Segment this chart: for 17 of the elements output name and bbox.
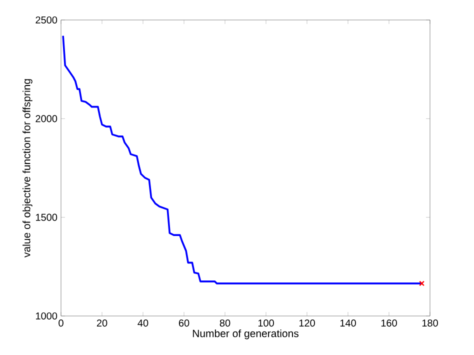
x-tick-label: 80	[220, 320, 230, 327]
x-tick-label: 40	[138, 320, 148, 327]
x-tick-label: 20	[96, 320, 108, 327]
line-series	[62, 34, 423, 284]
x-axis-title: Number of generations	[192, 329, 298, 340]
y-tick-label: 1000	[36, 312, 58, 320]
y-tick-label: 2000	[36, 115, 58, 122]
x-tick-label: 160	[381, 320, 397, 327]
y-tick-label: 1500	[36, 214, 58, 221]
x-tick-label: 140	[340, 320, 356, 327]
y-axis-title: value of objective function for offspring	[22, 79, 32, 258]
x-tick-label: 180	[422, 320, 438, 327]
y-tick-label: 2500	[36, 16, 58, 24]
x-tick-label: 60	[178, 320, 190, 327]
x-tick-label: 0	[58, 320, 64, 327]
x-tick-label: 100	[258, 320, 274, 327]
x-tick-label: 120	[299, 320, 315, 327]
